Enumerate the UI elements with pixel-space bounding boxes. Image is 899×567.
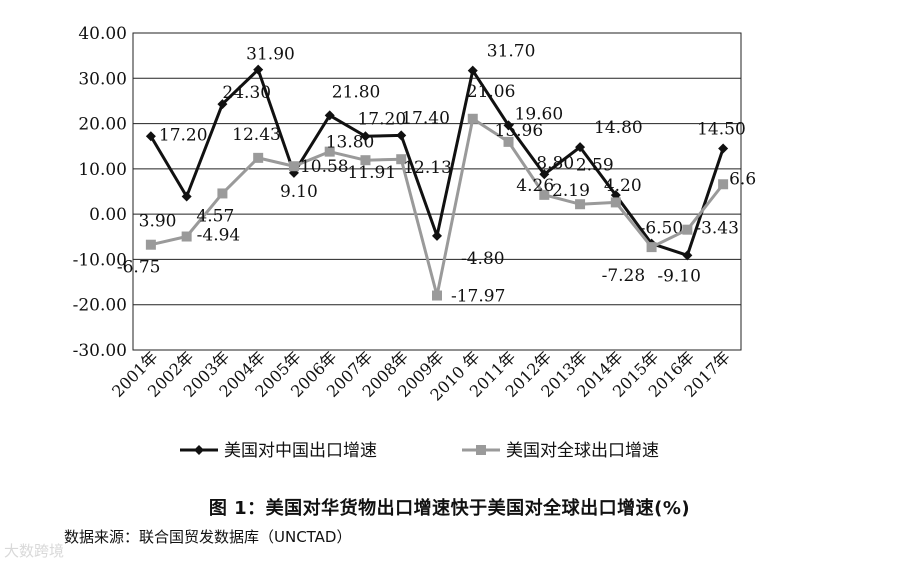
y-tick-label: 20.00 — [78, 115, 127, 135]
data-label: -6.50 — [640, 219, 684, 239]
data-label: 2.59 — [576, 155, 614, 175]
figure-caption: 图 1：美国对华货物出口增速快于美国对全球出口增速(%) — [208, 498, 691, 519]
data-point-marker — [575, 142, 586, 153]
plot-frame — [132, 32, 742, 351]
data-point-marker — [682, 250, 693, 261]
data-label: 10.58 — [300, 157, 349, 177]
data-label: 17.20 — [159, 125, 208, 145]
data-point-marker — [181, 231, 192, 242]
data-label: -9.10 — [657, 266, 701, 286]
data-point-marker — [467, 113, 478, 124]
data-label: 21.80 — [332, 82, 381, 102]
data-point-marker — [217, 99, 228, 110]
data-label: 17.20 — [357, 109, 406, 129]
data-point-marker — [718, 143, 729, 154]
data-point-marker — [503, 136, 514, 147]
data-label: 12.13 — [403, 158, 452, 178]
data-point-marker — [539, 169, 550, 180]
y-tick-label: -20.00 — [73, 296, 127, 316]
data-point-marker — [432, 290, 442, 301]
data-label: 4.57 — [196, 206, 234, 226]
data-point-marker — [396, 130, 407, 141]
data-point-marker — [682, 224, 693, 235]
data-point-marker — [396, 154, 407, 165]
legend-marker — [194, 445, 204, 455]
data-point-marker — [324, 146, 335, 157]
data-label: -17.97 — [451, 287, 505, 307]
watermark-logo: 大数跨境 — [4, 542, 65, 560]
data-point-marker — [646, 242, 657, 253]
data-label: 14.50 — [697, 119, 746, 139]
y-tick-label: 30.00 — [78, 69, 127, 89]
data-point-marker — [253, 152, 264, 163]
y-tick-label: 10.00 — [78, 160, 127, 180]
data-label: 31.90 — [246, 45, 295, 65]
data-label: 13.80 — [326, 133, 375, 153]
data-label: 2.19 — [552, 181, 590, 201]
data-label: 8.80 — [536, 153, 574, 173]
data-label: 3.90 — [139, 211, 177, 231]
data-point-marker — [432, 230, 442, 241]
data-label: 11.91 — [347, 163, 396, 183]
data-point-marker — [360, 155, 371, 166]
data-label: -4.94 — [197, 226, 241, 246]
data-label: -6.75 — [117, 258, 161, 278]
data-label: 6.6 — [729, 169, 756, 189]
data-point-marker — [539, 189, 550, 200]
data-point-marker — [145, 131, 156, 142]
data-point-marker — [467, 65, 478, 76]
legend-label: 美国对全球出口增速 — [506, 441, 659, 461]
data-point-marker — [217, 188, 228, 199]
legend-label: 美国对中国出口增速 — [224, 441, 377, 461]
data-label: 4.20 — [604, 176, 642, 196]
data-label: -4.80 — [461, 249, 505, 269]
data-label: 14.80 — [594, 118, 643, 138]
data-point-marker — [503, 120, 514, 131]
data-point-marker — [145, 239, 156, 250]
data-label: 21.06 — [467, 82, 516, 102]
data-point-marker — [360, 131, 371, 142]
y-tick-label: -30.00 — [73, 341, 127, 361]
data-point-marker — [253, 64, 264, 75]
data-label: -3.43 — [695, 219, 739, 239]
data-label: 24.30 — [222, 83, 271, 103]
data-point-marker — [324, 110, 335, 121]
data-label: 9.10 — [280, 182, 318, 202]
data-label: 17.40 — [401, 108, 450, 128]
data-label: 19.60 — [515, 104, 564, 124]
data-label: 15.96 — [495, 121, 544, 141]
data-point-marker — [610, 197, 621, 208]
data-label: -7.28 — [602, 266, 646, 286]
y-tick-label: 0.00 — [89, 205, 127, 225]
data-point-marker — [575, 199, 586, 210]
line-chart: 40.00 30.00 20.00 10.00 0.00 -10.00 -20.00 -30.… — [73, 24, 757, 461]
data-point-marker — [718, 179, 729, 190]
data-point-marker — [181, 191, 192, 202]
data-label: 4.26 — [516, 176, 554, 196]
data-point-marker — [288, 161, 299, 172]
data-label: 12.43 — [232, 125, 281, 145]
data-source: 数据来源：联合国贸发数据库（UNCTAD） — [64, 528, 352, 546]
y-tick-label: -10.00 — [73, 250, 127, 270]
data-label: 31.70 — [487, 42, 536, 62]
legend-marker — [476, 445, 486, 455]
y-tick-label: 40.00 — [78, 24, 127, 44]
